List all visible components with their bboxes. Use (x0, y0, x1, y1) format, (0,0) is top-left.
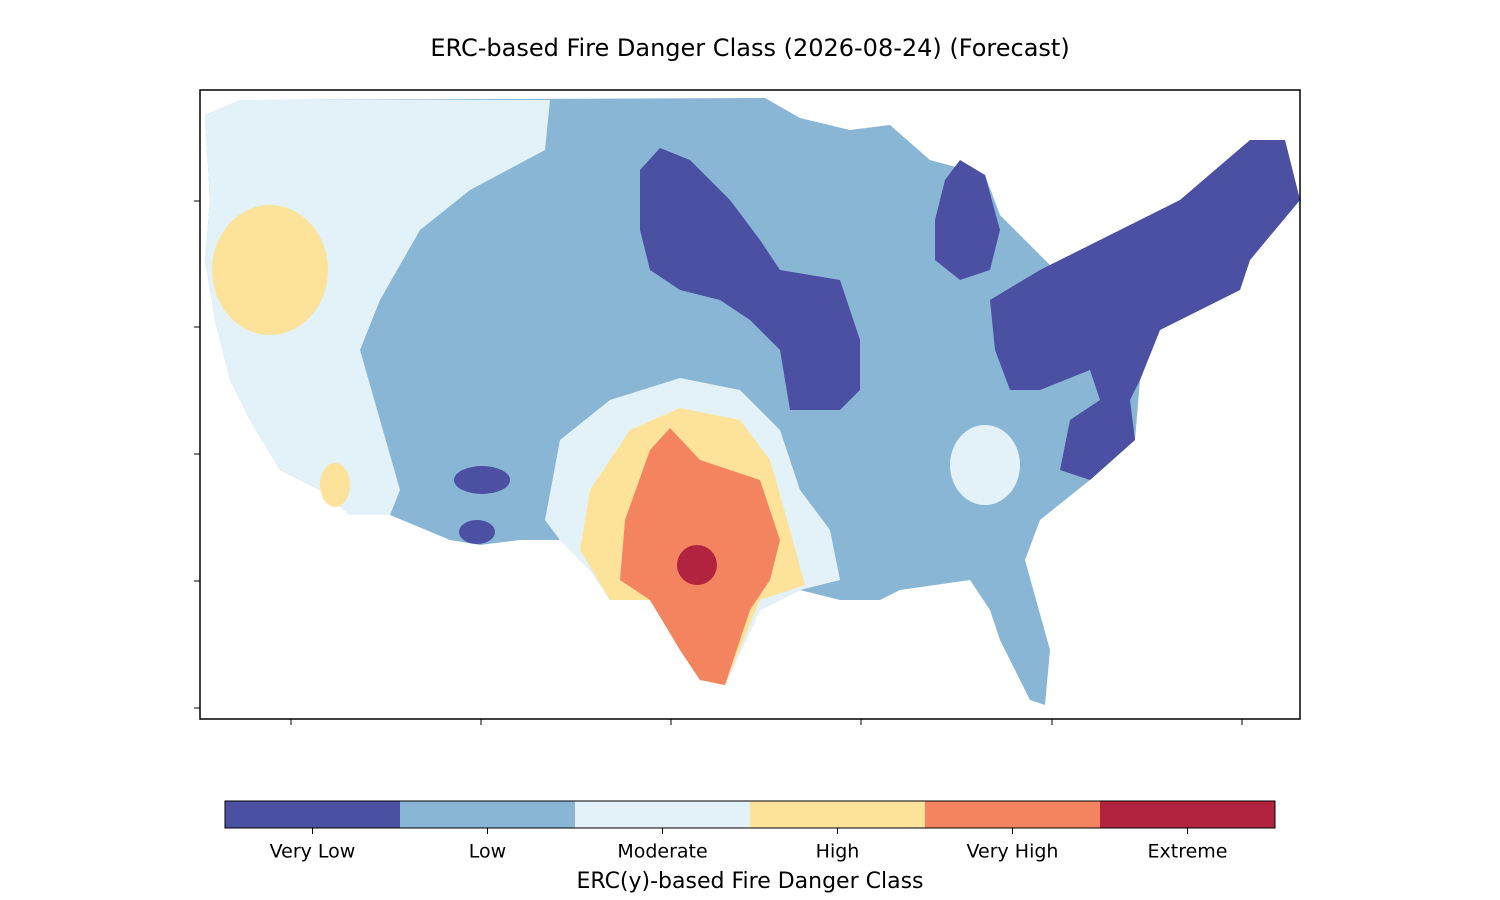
colorbar-frame (224, 800, 1276, 829)
map-title: ERC-based Fire Danger Class (2026-08-24)… (430, 34, 1069, 62)
region-extreme (677, 545, 717, 585)
colorbar-segment (925, 801, 1100, 828)
region-moderate (950, 425, 1020, 505)
colorbar-label: High (816, 841, 860, 863)
region-very-low (935, 160, 1000, 280)
colorbar-segment (225, 801, 400, 828)
region-high (320, 463, 350, 507)
map-frame (199, 89, 1301, 720)
colorbar-segment (1100, 801, 1275, 828)
colorbar-segment (750, 801, 925, 828)
colorbar-segment (400, 801, 575, 828)
region-moderate (205, 100, 550, 515)
colorbar: Very Low Low Moderate High Very High Extreme (224, 800, 1276, 863)
colorbar-label: Extreme (1148, 841, 1228, 863)
colorbar-segment (575, 801, 750, 828)
colorbar-label: Very Low (270, 841, 356, 863)
axis-ticks (194, 200, 1243, 725)
colorbar-label: Low (469, 841, 506, 863)
region-very-low (459, 520, 495, 544)
region-high (212, 205, 328, 335)
region-very-low (454, 466, 510, 494)
region-low (205, 98, 1300, 705)
map (205, 98, 1300, 705)
region-very-low (990, 140, 1300, 480)
colorbar-label: Very High (967, 841, 1059, 863)
colorbar-label: Moderate (617, 841, 707, 863)
region-very-low (640, 148, 860, 410)
colorbar-title: ERC(y)-based Fire Danger Class (576, 869, 923, 894)
